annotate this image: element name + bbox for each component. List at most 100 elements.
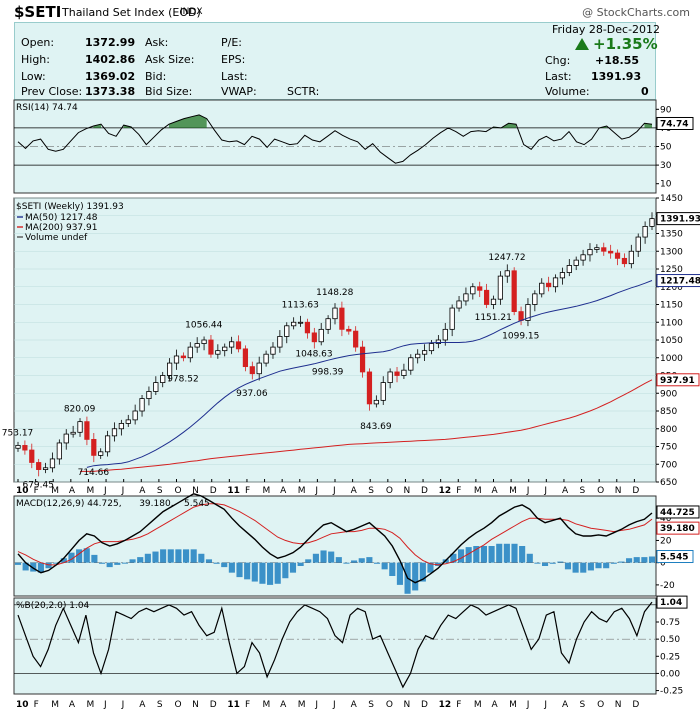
ma50-line [86,280,653,468]
price-xtick-label: O [386,486,393,496]
macd-legend-item: 5.545 [184,499,210,509]
high-label: High: [21,53,50,66]
candle-body [525,304,531,321]
candle-body [546,282,552,288]
macd-histogram-bar [641,557,648,563]
ma50-current-value: 1217.48 [660,277,700,287]
bottom-xtick-label: D [210,700,217,710]
price-xtick-label: O [597,486,604,496]
candle-body [332,307,338,320]
macd-legend-item: 39.180, [139,499,173,509]
macd-histogram-bar [205,559,213,563]
price-legend-item: MA(200) 937.91 [25,223,97,233]
price-annotation: 937.06 [236,389,268,399]
candle-body [325,318,331,330]
macd-histogram-bar [572,562,579,573]
rsi-ytick-label: 50 [660,143,672,153]
candle-body [249,366,255,375]
macd-histogram-bar [626,558,633,563]
symbol-name: Thailand Set Index (EOD) [62,6,201,19]
macd-histogram-bar [503,543,510,563]
macd-histogram-bar [228,562,235,573]
macd-histogram-bar [549,562,556,564]
candle-body [621,257,628,265]
candle-body [91,438,97,456]
candle-body [401,369,407,376]
candle-body [490,298,497,305]
bottom-xtick-label: M [51,700,59,710]
price-xtick-label: J [332,486,336,496]
candle-body [318,328,324,343]
percentb-ytick-label: -0.25 [660,687,683,697]
candle-body [235,341,242,350]
price-ytick-label: 1000 [660,354,683,364]
macd-histogram-bar [457,549,465,563]
macd-histogram-bar [610,562,617,564]
candle-body [215,350,221,355]
bottom-xtick-label: M [474,700,482,710]
macd-histogram-bar [160,549,167,563]
bottom-xtick-label: D [421,700,428,710]
candle-body [167,362,173,376]
price-xtick-label: 11 [227,486,240,496]
price-ytick-label: 650 [660,478,677,488]
macd-histogram-bar [618,561,625,563]
macd-histogram-bar [14,562,22,565]
percentb-legend: %B(20,2.0) 1.04 [16,601,90,611]
bottom-xtick-label: 10 [16,700,29,710]
candle-body [435,339,441,344]
price-ytick-label: 700 [660,460,677,470]
candle-body [449,307,455,330]
macd-histogram-bar [53,562,60,564]
macd-histogram-bar [114,562,121,565]
price-current-value-box [656,212,700,226]
bottom-xtick-label: N [615,700,622,710]
macd-histogram-bar [259,562,266,584]
macd-histogram-bar [167,549,174,563]
price-annotation: 1148.28 [316,288,353,298]
macd-histogram-bar [526,553,533,563]
price-annotation: 679.45 [22,481,54,491]
bottom-xtick-label: A [139,700,146,710]
macd-ytick-label: 0 [660,559,666,569]
macd-histogram-bar [152,551,159,563]
price-legend-item: MA(50) 1217.48 [25,213,98,223]
candle-body [359,346,366,373]
candle-body [104,435,111,453]
candle-body [380,382,386,401]
percentb-ytick-label: 0.50 [660,635,680,645]
candle-body [111,428,118,437]
bottom-xtick-label: M [509,700,517,710]
candle-body [353,330,359,348]
price-xtick-label: M [263,486,271,496]
macd-histogram-bar [511,543,518,563]
macd-histogram-bar [473,546,480,563]
price-xtick-label: M [298,486,306,496]
macd-histogram-bar [480,546,488,563]
candle-body [180,355,186,359]
candle-body [594,247,600,250]
candle-body [256,362,262,375]
bottom-xtick-label: J [543,700,547,710]
price-xtick-label: N [615,486,622,496]
rsi-current-value-box [656,116,694,130]
macd-histogram-bar [542,562,549,566]
price-xtick-label: A [69,486,76,496]
candle-body [463,293,469,302]
candle-body [270,346,276,355]
candle-body [559,272,566,279]
last-price-value: 1391.93 [591,70,642,83]
percentb-ytick-label: 0.75 [660,618,680,628]
bottom-xtick-label: J [332,700,336,710]
macd-histogram-bar [137,557,144,563]
macd-histogram-bar [198,553,205,563]
candle-body [84,421,90,440]
bottom-xtick-label: N [192,700,199,710]
last-price-label: Last: [545,70,572,83]
exchange: INDX [180,7,203,17]
rsi-current-value: 74.74 [660,119,688,129]
rsi-ytick-label: 10 [660,180,672,190]
macd-histogram-bar [83,548,90,563]
macd-histogram-bar [37,562,44,573]
price-xtick-label: S [580,486,586,496]
